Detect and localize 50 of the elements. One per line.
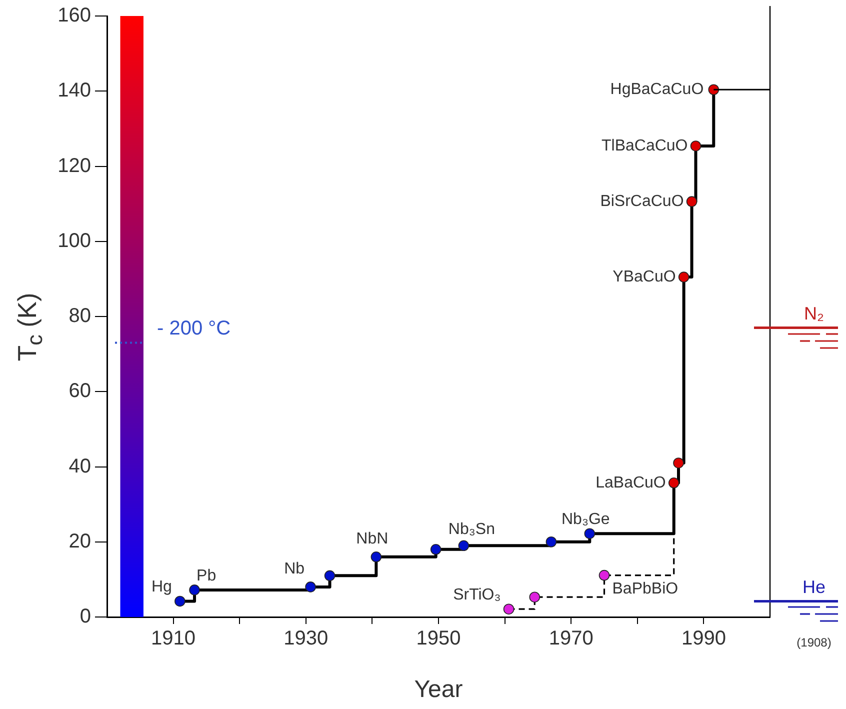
x-tick-label: 1990 [681, 628, 726, 650]
y-tick-label: 20 [68, 530, 91, 552]
point [686, 196, 698, 207]
x-tick-label: 1910 [151, 628, 196, 650]
x-tick-label: 1930 [284, 628, 328, 650]
y-tick-label: 40 [68, 455, 91, 478]
point [305, 582, 316, 592]
annotation: Pb [196, 567, 216, 584]
point [174, 596, 186, 607]
point [708, 84, 720, 96]
annotation: BaPbBiO [612, 580, 678, 598]
point [370, 552, 382, 562]
ref-line-label: - 200 °C [157, 317, 231, 340]
annotation: YBaCuO [612, 268, 676, 286]
annotation: SrTiO₃ [453, 586, 501, 604]
annotation: Hg [151, 578, 172, 596]
x-tick-label: 1950 [416, 628, 461, 650]
annotation: TlBaCaCuO [601, 137, 688, 154]
point [678, 272, 690, 282]
annotation: Nb₃Ge [562, 511, 610, 528]
y-tick-label: 80 [68, 305, 91, 328]
annotation: HgBaCaCuO [610, 81, 704, 98]
ref-line-label: N₂ [804, 304, 824, 324]
ref-line-label: He [802, 577, 826, 598]
y-tick-label: 0 [80, 606, 91, 628]
annotation: BiSrCaCuO [600, 192, 684, 210]
point [546, 536, 557, 548]
y-tick-label: 60 [68, 380, 91, 402]
point [458, 540, 470, 552]
point [189, 584, 200, 596]
annotation: Nb₃Sn [448, 521, 495, 538]
point [673, 458, 684, 468]
y-tick-label: 140 [58, 80, 91, 102]
x-tick-label: 1970 [548, 628, 594, 650]
point [690, 140, 702, 152]
text: (1908) [796, 635, 832, 650]
point [529, 592, 540, 602]
y-tick-label: 160 [58, 4, 91, 27]
annotation: NbN [356, 530, 388, 548]
point [584, 528, 596, 540]
point [598, 570, 610, 581]
point [430, 544, 442, 555]
point [324, 570, 336, 582]
y-tick-label: 120 [58, 154, 91, 177]
point [503, 604, 514, 615]
annotation: Nb [284, 560, 305, 578]
x-axis-title: Year [414, 676, 463, 704]
annotation: LaBaCuO [596, 474, 666, 492]
point [668, 478, 680, 488]
y-tick-label: 100 [58, 230, 91, 252]
